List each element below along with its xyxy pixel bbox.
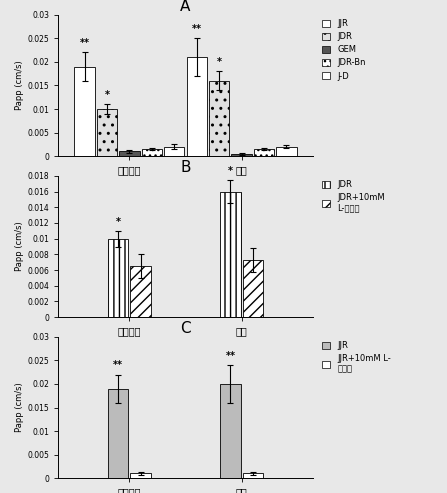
Title: C: C: [180, 321, 191, 336]
Y-axis label: Papp (cm/s): Papp (cm/s): [16, 222, 25, 271]
Text: **: **: [113, 360, 123, 370]
Text: *: *: [105, 90, 110, 100]
Bar: [243, 260, 263, 317]
Bar: [220, 192, 240, 317]
Bar: [186, 57, 207, 156]
Bar: [164, 147, 185, 156]
Text: **: **: [192, 24, 202, 34]
Text: **: **: [80, 38, 89, 48]
Bar: [131, 473, 151, 478]
Y-axis label: Papp (cm/s): Papp (cm/s): [16, 61, 25, 110]
Bar: [108, 388, 128, 478]
Bar: [220, 384, 240, 478]
Bar: [108, 239, 128, 317]
Title: B: B: [180, 160, 191, 175]
Legend: JDR, JDR+10mM
L-肉毒碱: JDR, JDR+10mM L-肉毒碱: [322, 180, 385, 212]
Bar: [119, 151, 139, 156]
Bar: [131, 266, 151, 317]
Bar: [74, 67, 95, 156]
Bar: [232, 154, 252, 156]
Text: *: *: [116, 216, 121, 227]
Bar: [142, 149, 162, 156]
Bar: [209, 81, 229, 156]
Text: *: *: [228, 166, 233, 176]
Bar: [254, 149, 274, 156]
Text: **: **: [225, 351, 236, 361]
Legend: JJR, JJR+10mM L-
肉毒碱: JJR, JJR+10mM L- 肉毒碱: [322, 341, 391, 374]
Bar: [243, 473, 263, 478]
Legend: JJR, JDR, GEM, JDR-Bn, J-D: JJR, JDR, GEM, JDR-Bn, J-D: [322, 19, 366, 81]
Bar: [276, 147, 297, 156]
Y-axis label: Papp (cm/s): Papp (cm/s): [16, 383, 25, 432]
Text: *: *: [217, 57, 222, 67]
Bar: [97, 109, 117, 156]
Title: A: A: [180, 0, 191, 14]
